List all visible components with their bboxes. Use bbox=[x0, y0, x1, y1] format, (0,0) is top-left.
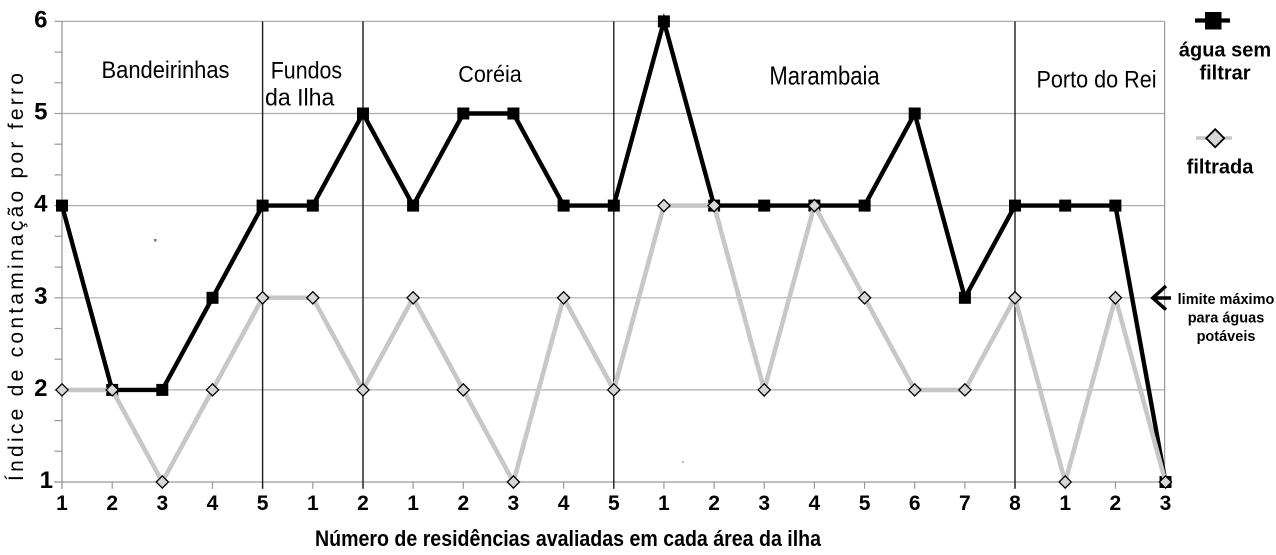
svg-text:5: 5 bbox=[859, 492, 871, 515]
svg-text:5: 5 bbox=[34, 99, 47, 126]
svg-text:3: 3 bbox=[1160, 492, 1172, 515]
svg-text:Fundos: Fundos bbox=[271, 57, 342, 84]
svg-text:3: 3 bbox=[758, 492, 770, 515]
svg-text:7: 7 bbox=[959, 492, 971, 515]
svg-text:Número de residências avaliada: Número de residências avaliadas em cada … bbox=[315, 526, 822, 551]
svg-text:1: 1 bbox=[307, 492, 319, 515]
svg-text:2: 2 bbox=[1110, 492, 1122, 515]
svg-text:1: 1 bbox=[407, 492, 419, 515]
svg-text:2: 2 bbox=[34, 375, 47, 402]
svg-text:1: 1 bbox=[40, 467, 53, 494]
svg-text:limite máximo: limite máximo bbox=[1178, 292, 1275, 308]
svg-text:5: 5 bbox=[608, 492, 620, 515]
svg-text:Marambaia: Marambaia bbox=[769, 61, 880, 91]
svg-text:4: 4 bbox=[809, 492, 821, 515]
svg-text:3: 3 bbox=[508, 492, 520, 515]
svg-text:Porto do Rei: Porto do Rei bbox=[1037, 67, 1157, 94]
svg-text:Bandeirinhas: Bandeirinhas bbox=[102, 57, 230, 84]
svg-text:2: 2 bbox=[357, 492, 369, 515]
svg-text:2: 2 bbox=[457, 492, 469, 515]
svg-text:Índice de contaminação por fer: Índice de contaminação por ferro bbox=[5, 73, 28, 481]
svg-text:da Ilha: da Ilha bbox=[265, 85, 335, 112]
svg-text:2: 2 bbox=[106, 492, 118, 515]
svg-text:filtrada: filtrada bbox=[1187, 156, 1255, 178]
svg-text:filtrar: filtrar bbox=[1199, 63, 1250, 85]
svg-text:1: 1 bbox=[658, 492, 670, 515]
svg-text:6: 6 bbox=[34, 6, 47, 33]
svg-text:4: 4 bbox=[34, 191, 48, 218]
svg-text:3: 3 bbox=[156, 492, 168, 515]
svg-text:6: 6 bbox=[909, 492, 921, 515]
svg-text:2: 2 bbox=[708, 492, 720, 515]
svg-text:4: 4 bbox=[207, 492, 219, 515]
svg-text:água sem: água sem bbox=[1179, 40, 1271, 62]
svg-text:para águas: para águas bbox=[1188, 311, 1265, 327]
svg-text:1: 1 bbox=[1059, 492, 1071, 515]
svg-text:Coréia: Coréia bbox=[458, 61, 522, 87]
svg-text:4: 4 bbox=[558, 492, 570, 515]
svg-text:3: 3 bbox=[34, 283, 47, 310]
svg-text:potáveis: potáveis bbox=[1197, 329, 1256, 345]
svg-text:8: 8 bbox=[1009, 492, 1021, 515]
svg-text:1: 1 bbox=[56, 492, 68, 515]
svg-text:5: 5 bbox=[257, 492, 269, 515]
